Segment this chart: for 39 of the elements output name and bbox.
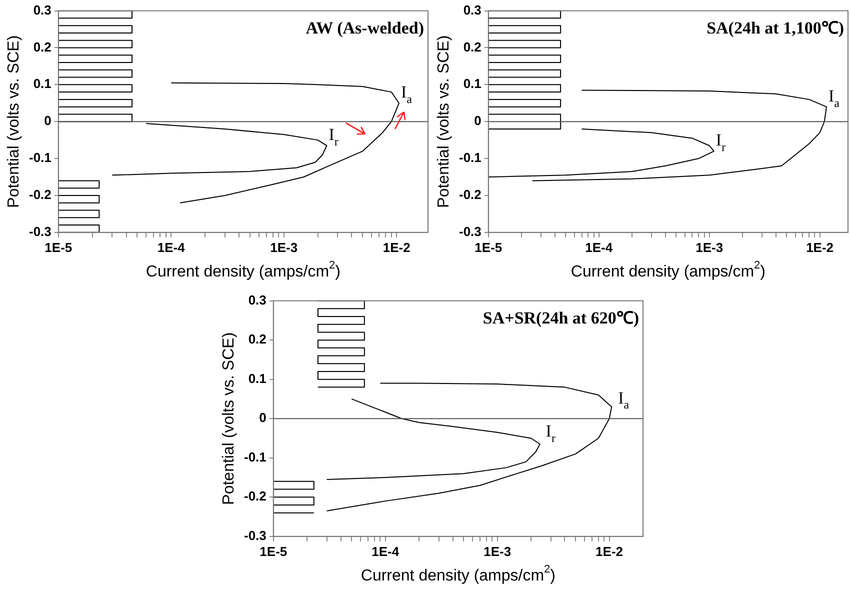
x-tick-label: 1E-4 xyxy=(585,240,614,255)
x-tick-label: 1E-3 xyxy=(484,544,512,559)
text: AW (As-welded) xyxy=(306,18,424,38)
x-tick-label: 1E-2 xyxy=(382,240,410,255)
x-tick-label: 1E-4 xyxy=(157,240,186,255)
text: SA(24h at 1,100℃) xyxy=(706,18,844,38)
y-tick-label: -0.2 xyxy=(28,187,52,202)
y-tick-label: 0.2 xyxy=(248,332,266,347)
y-tick-label: 0.2 xyxy=(33,39,52,54)
y-tick-label: -0.1 xyxy=(458,150,482,166)
x-tick-label: 1E-3 xyxy=(696,240,724,255)
y-tick-label: 0.2 xyxy=(463,39,482,54)
text: SA+SR(24h at 620℃) xyxy=(482,308,639,328)
y-tick-label: -0.3 xyxy=(244,528,266,543)
x-tick-label: 1E-3 xyxy=(270,240,298,255)
y-tick-label: -0.1 xyxy=(244,449,266,464)
y-tick-label: -0.2 xyxy=(244,488,266,504)
y-tick-label: -0.1 xyxy=(28,150,52,166)
x-tick-label: 1E-5 xyxy=(260,544,288,559)
x-tick-label: 1E-2 xyxy=(806,240,834,255)
y-tick-label: 0 xyxy=(259,410,266,426)
y-axis-title: Potential (volts vs. SCE) xyxy=(5,35,22,208)
x-tick-label: 1E-5 xyxy=(44,240,72,255)
y-tick-label: 0.1 xyxy=(248,370,266,386)
y-tick-label: 0.1 xyxy=(463,76,482,92)
y-axis-title: Potential (volts vs. SCE) xyxy=(220,332,238,505)
y-tick-label: -0.3 xyxy=(28,224,52,239)
y-tick-label: -0.3 xyxy=(458,224,482,239)
y-tick-label: 0.3 xyxy=(33,2,52,18)
y-tick-label: 0 xyxy=(44,113,52,128)
y-tick-label: 0 xyxy=(474,113,482,128)
x-tick-label: 1E-5 xyxy=(474,240,502,255)
y-axis-title: Potential (volts vs. SCE) xyxy=(435,35,452,208)
y-tick-label: 0.3 xyxy=(248,292,266,308)
x-tick-label: 1E-2 xyxy=(596,544,624,559)
y-tick-label: 0.1 xyxy=(33,76,52,92)
y-tick-label: -0.2 xyxy=(458,187,482,202)
x-tick-label: 1E-4 xyxy=(372,544,400,559)
y-tick-label: 0.3 xyxy=(463,2,482,18)
